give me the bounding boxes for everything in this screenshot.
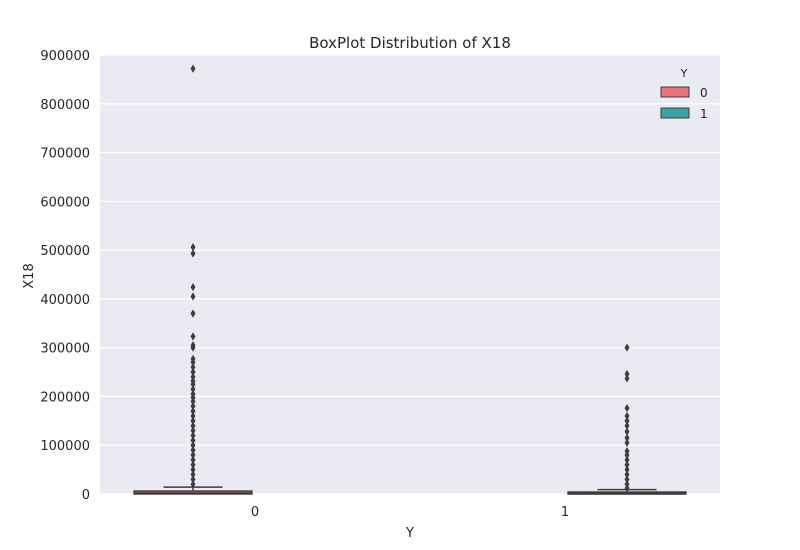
outlier-point — [624, 475, 630, 484]
outlier-point — [624, 416, 630, 425]
chart-title: BoxPlot Distribution of X18 — [309, 34, 511, 52]
y-tick-label: 600000 — [40, 195, 90, 210]
outlier-point — [624, 421, 630, 430]
y-tick-label: 100000 — [40, 439, 90, 454]
outlier-point — [190, 445, 196, 455]
outlier-point — [190, 402, 196, 411]
y-tick-label: 700000 — [40, 147, 90, 162]
outlier-point — [624, 438, 630, 447]
outlier-point — [190, 450, 196, 460]
outlier-point — [190, 426, 196, 435]
outlier-point — [190, 470, 196, 479]
outlier-point — [624, 455, 630, 464]
outlier-point — [190, 465, 196, 474]
box-series — [133, 64, 687, 495]
outlier-point — [190, 380, 196, 389]
outlier-point — [624, 460, 630, 469]
outlier-point — [624, 404, 630, 413]
outlier-point — [190, 480, 196, 489]
outlier-point — [624, 433, 630, 443]
legend-label-1: 1 — [700, 107, 708, 121]
outlier-point — [624, 374, 630, 383]
outlier-point — [624, 427, 630, 436]
y-tick-label: 800000 — [40, 98, 90, 113]
outlier-point — [190, 283, 196, 292]
outlier-point — [190, 397, 196, 406]
outlier-point — [624, 470, 630, 479]
legend: Y 0 1 — [660, 67, 708, 121]
legend-label-0: 0 — [700, 86, 708, 100]
outlier-point — [190, 243, 196, 252]
outlier-point — [190, 416, 196, 425]
legend-swatch-1 — [660, 107, 690, 119]
grid-lines — [100, 54, 720, 495]
outlier-point — [190, 343, 196, 352]
y-tick-label: 200000 — [40, 390, 90, 405]
outlier-point — [190, 363, 196, 372]
outlier-point — [624, 343, 630, 352]
outlier-point — [190, 455, 196, 464]
outlier-point — [190, 332, 196, 341]
outlier-point — [190, 431, 196, 440]
y-tick-label: 300000 — [40, 342, 90, 357]
legend-title: Y — [680, 67, 688, 80]
y-tick-labels: 0 100000 200000 300000 400000 500000 600000 700… — [40, 49, 90, 503]
y-tick-label: 400000 — [40, 293, 90, 308]
outlier-point — [190, 309, 196, 318]
outlier-point — [190, 64, 196, 73]
y-tick-label: 500000 — [40, 244, 90, 259]
outlier-point — [624, 484, 630, 493]
outlier-point — [624, 450, 630, 460]
outlier-point — [624, 411, 630, 421]
y-tick-label: 900000 — [40, 49, 90, 64]
outlier-point — [190, 475, 196, 484]
outlier-point — [624, 465, 630, 474]
outlier-point — [190, 411, 196, 421]
outlier-point — [190, 460, 196, 469]
x-axis-title: Y — [405, 526, 414, 541]
outlier-point — [624, 369, 630, 379]
outlier-point — [190, 441, 196, 450]
outlier-point — [190, 292, 196, 301]
plot-background — [100, 55, 720, 494]
box-series-0 — [133, 64, 253, 495]
box-series-1 — [567, 343, 687, 495]
x-tick-label: 0 — [251, 505, 259, 520]
y-tick-label: 0 — [82, 488, 90, 503]
outlier-point — [190, 406, 196, 416]
outlier-point — [190, 367, 196, 377]
y-axis-title: X18 — [22, 263, 37, 288]
legend-swatch-0 — [660, 86, 690, 98]
outlier-point — [190, 249, 196, 258]
x-tick-label: 1 — [561, 505, 569, 520]
outlier-point — [190, 436, 196, 445]
outlier-point — [190, 385, 196, 394]
outlier-point — [190, 358, 196, 367]
outlier-point — [190, 421, 196, 430]
